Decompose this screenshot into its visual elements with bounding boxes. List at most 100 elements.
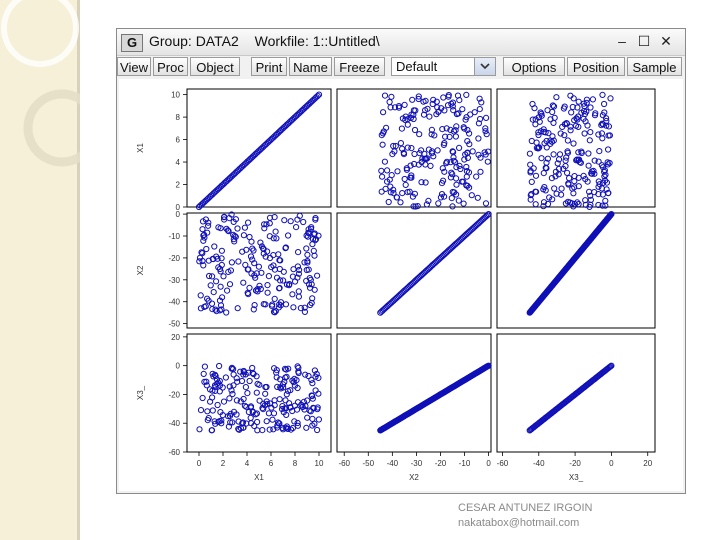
data-point [291,418,298,425]
data-point [264,289,271,296]
data-point [564,169,571,177]
proc-button[interactable]: Proc [153,57,188,76]
data-point [262,253,269,260]
data-point [312,237,319,244]
data-point [485,362,492,369]
data-point [422,179,429,186]
sample-button[interactable]: Sample [627,57,682,76]
data-point [205,222,212,229]
data-point [233,397,241,404]
data-point [212,306,219,313]
data-point [411,160,418,168]
data-point [388,172,395,179]
data-point [552,173,559,180]
data-point [574,116,581,123]
data-point [407,174,414,181]
data-point [434,147,441,154]
data-point [308,376,315,383]
data-point [542,129,549,136]
object-button[interactable]: Object [190,57,240,76]
data-point [526,150,533,157]
data-point [304,233,311,240]
data-point [211,418,218,425]
data-point [450,107,457,114]
data-point [252,274,259,281]
view-button[interactable]: View [117,57,151,76]
data-point [206,272,213,280]
data-point [464,149,471,156]
data-point [545,130,552,137]
close-icon[interactable]: ✕ [660,33,672,49]
data-point [249,245,256,252]
data-point [256,282,263,289]
data-point [287,404,294,411]
data-point [482,125,489,132]
data-point [295,249,302,256]
data-point [240,367,247,375]
data-point [420,111,428,118]
data-point [309,380,316,387]
data-point [270,235,277,242]
graph-template-select[interactable]: Default [391,57,496,76]
data-point [608,211,615,218]
data-point [591,170,598,177]
matrix-cell-points [526,211,615,316]
data-point [230,366,237,373]
data-point [450,157,457,164]
data-point [439,165,446,172]
data-point [277,299,285,306]
data-point [406,188,413,195]
data-point [585,162,592,169]
data-point [245,266,252,273]
data-point [227,419,234,426]
data-point [460,178,467,185]
x-tick-label: 20 [643,459,652,468]
data-point [234,305,241,312]
options-button[interactable]: Options [503,57,565,76]
freeze-button[interactable]: Freeze [334,57,385,76]
window-titlebar[interactable]: G Group: DATA2 Workfile: 1::Untitled\ – … [117,29,685,56]
data-point [254,380,261,387]
maximize-icon[interactable]: ☐ [637,33,651,49]
data-point [394,168,401,175]
data-point [570,190,577,197]
data-point [309,395,316,402]
data-point [408,145,415,152]
data-point [438,105,445,112]
data-point [249,369,256,377]
data-point [532,172,540,179]
position-button[interactable]: Position [567,57,625,76]
data-point [303,245,310,252]
data-point [219,294,226,301]
data-point [315,416,322,423]
y-tick-label: 2 [176,181,181,190]
data-point [538,112,545,119]
data-point [602,177,609,184]
data-point [312,373,319,380]
data-point [256,397,263,404]
data-point [246,233,253,241]
name-button[interactable]: Name [289,57,332,76]
data-point [531,105,538,112]
data-point [605,123,612,130]
data-point [549,196,556,203]
data-point [449,188,456,196]
data-point [538,155,545,162]
data-point [381,158,388,165]
data-point [210,256,217,263]
data-point [530,165,537,172]
data-point [554,160,561,167]
data-point [300,218,307,226]
minimize-icon[interactable]: – [618,33,626,49]
data-point [590,167,597,175]
data-point [550,137,557,144]
data-point [240,424,247,431]
chevron-down-icon[interactable] [474,58,495,75]
data-point [232,216,240,223]
y-tick-label: -60 [168,448,180,457]
data-point [303,232,310,239]
print-button[interactable]: Print [251,57,287,76]
data-point [427,162,434,170]
data-point [598,162,605,169]
y-axis-label: X1 [136,143,145,153]
